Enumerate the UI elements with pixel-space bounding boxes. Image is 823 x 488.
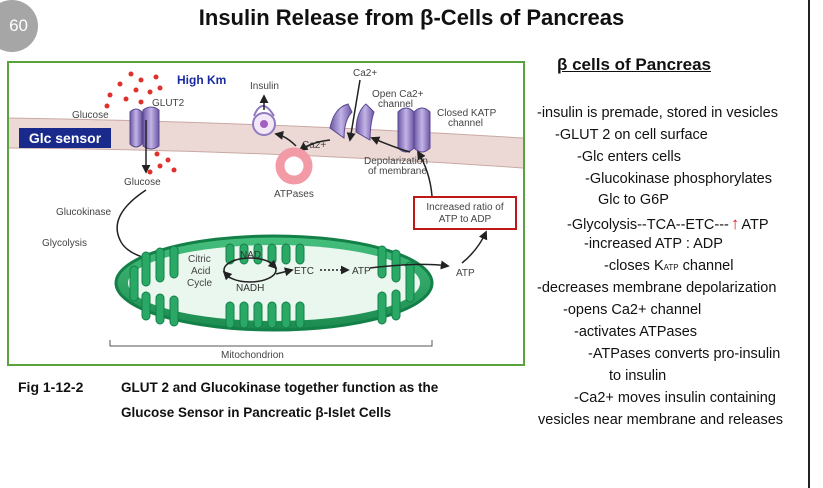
mitochondrion-label: Mitochondrion xyxy=(221,350,284,361)
note-line: -activates ATPases xyxy=(574,324,698,340)
note-line: -Ca2+ moves insulin containing xyxy=(574,390,776,406)
atpases-label: ATPases xyxy=(274,189,314,200)
citric-label-3: Cycle xyxy=(187,278,212,289)
atpase-ring xyxy=(275,147,313,185)
mitochondrion-bracket xyxy=(109,340,433,347)
glucokinase-label: Glucokinase xyxy=(56,207,111,218)
note-line: -increased ATP : ADP xyxy=(584,236,723,252)
right-edge-border xyxy=(808,0,810,488)
note-text-atp: ATP xyxy=(741,217,769,233)
cycle-loop xyxy=(223,257,277,283)
caption-line-2: Glucose Sensor in Pancreatic β-Islet Cel… xyxy=(121,405,392,420)
high-km-label: High Km xyxy=(177,73,226,87)
depolarization-label-1: Depolarization xyxy=(364,156,428,167)
note-text: channel xyxy=(678,258,734,274)
caption-line-1: GLUT 2 and Glucokinase together function… xyxy=(121,380,439,395)
increased-ratio-box xyxy=(413,196,517,230)
etc-label: ETC xyxy=(294,266,314,277)
note-line-glycolysis: -Glycolysis--TCA--ETC--- ↑ ATP xyxy=(567,214,769,234)
note-line: Glc to G6P xyxy=(598,192,669,208)
notes-heading: β cells of Pancreas xyxy=(557,55,712,74)
slide-number-badge: 60 xyxy=(0,0,38,52)
glc-sensor-label: Glc sensor xyxy=(29,130,102,146)
glycolysis-label: Glycolysis xyxy=(42,238,87,249)
nad-label: NAD xyxy=(240,250,261,261)
open-ca-channel-label-1: Open Ca2+ xyxy=(372,89,424,100)
note-line: -Glucokinase phosphorylates xyxy=(585,171,772,187)
open-ca-channel-label-2: channel xyxy=(378,99,413,110)
nadh-label: NADH xyxy=(236,283,264,294)
note-line: -decreases membrane depolarization xyxy=(537,280,777,296)
closed-katp-label-2: channel xyxy=(448,118,483,129)
insulin-vesicle-releasing xyxy=(252,105,276,136)
glut2-transporter xyxy=(129,106,160,150)
note-line: to insulin xyxy=(609,368,667,384)
up-arrow-icon: ↑ xyxy=(730,214,740,233)
glucose-molecules-outside xyxy=(104,71,163,109)
increased-ratio-label-1: Increased ratio of xyxy=(426,202,503,213)
increased-ratio-label-2: ATP to ADP xyxy=(439,214,492,225)
closed-katp-channel xyxy=(397,107,431,153)
note-line: -ATPases converts pro-insulin xyxy=(588,346,781,362)
mitochondrion xyxy=(114,234,434,332)
citric-label-1: Citric xyxy=(188,254,211,265)
note-line: vesicles near membrane and releases xyxy=(538,412,784,428)
atp-mito-label: ATP xyxy=(352,266,371,277)
glc-sensor-box xyxy=(19,128,111,148)
ca-top-label: Ca2+ xyxy=(353,68,377,79)
note-text: -closes K xyxy=(604,258,664,274)
depolarization-label-2: of membrane xyxy=(368,166,427,177)
note-line: -GLUT 2 on cell surface xyxy=(555,127,708,143)
insulin-label: Insulin xyxy=(250,81,279,92)
atp-right-label: ATP xyxy=(456,268,475,279)
note-line: -Glc enters cells xyxy=(577,149,681,165)
open-ca-channel xyxy=(329,103,375,141)
slide-title: Insulin Release from β-Cells of Pancreas xyxy=(198,5,625,30)
ca-mid-label: Ca2+ xyxy=(302,140,326,151)
note-line-katp: -closes KATP channel xyxy=(604,258,733,274)
closed-katp-label-1: Closed KATP xyxy=(437,108,497,119)
note-line: -opens Ca2+ channel xyxy=(563,302,702,318)
glut2-label: GLUT2 xyxy=(152,98,185,109)
figure-number: Fig 1-12-2 xyxy=(18,379,84,395)
citric-label-2: Acid xyxy=(191,266,210,277)
note-line: -insulin is premade, stored in vesicles xyxy=(537,105,778,121)
note-text-subscript: ATP xyxy=(663,263,679,272)
note-text: -Glycolysis--TCA--ETC--- xyxy=(567,217,729,233)
glucose-outside-label: Glucose xyxy=(72,110,109,121)
glucose-inside-label: Glucose xyxy=(124,177,161,188)
